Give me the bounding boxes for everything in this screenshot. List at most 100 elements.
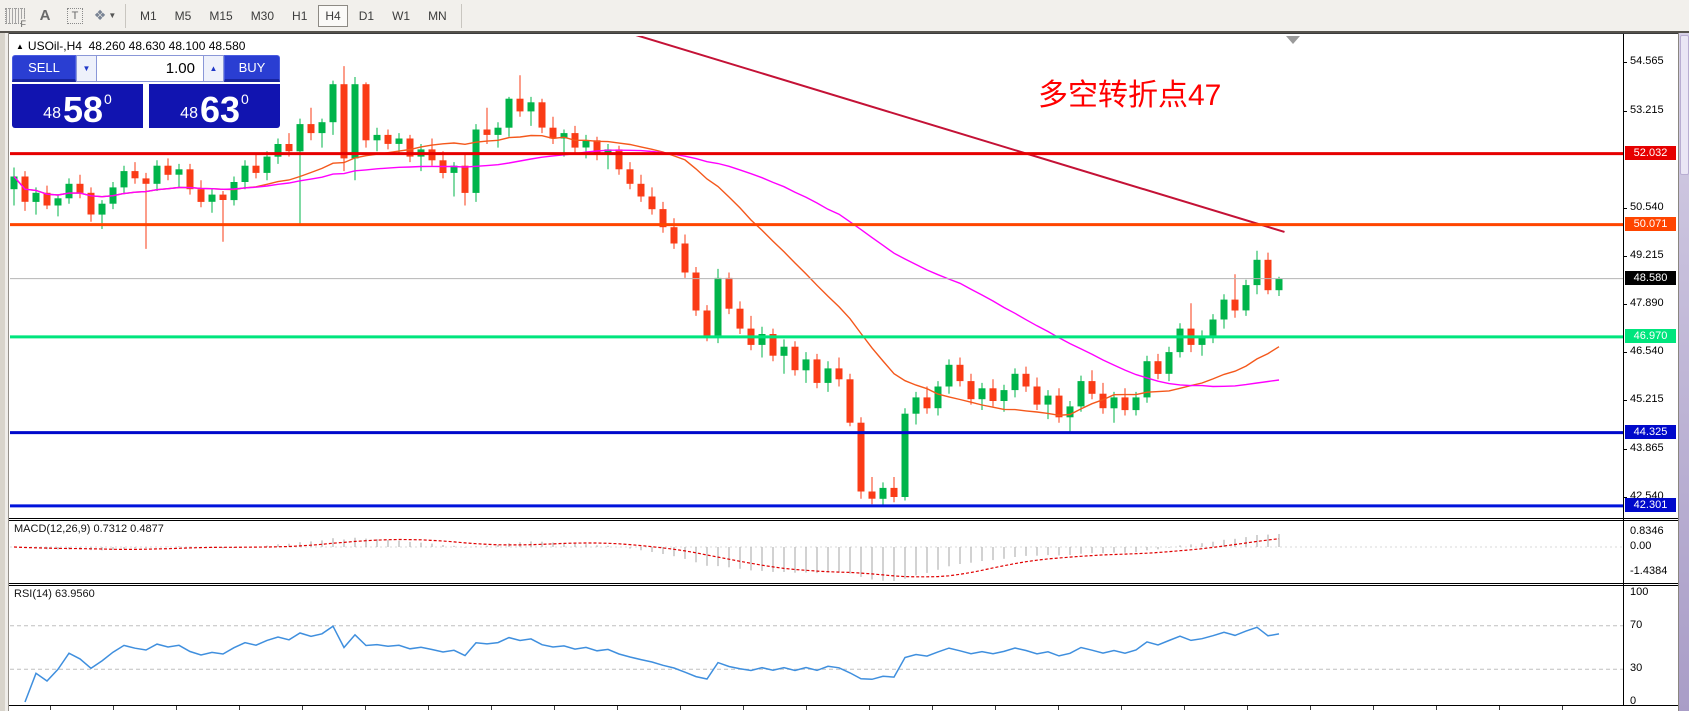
- price-axis-tick: [1623, 449, 1627, 450]
- price-axis-label: 49.215: [1630, 249, 1664, 261]
- macd-axis-label: 0.00: [1630, 540, 1652, 552]
- buy-price-display[interactable]: 48 63 0: [149, 84, 280, 128]
- vertical-scrollbar[interactable]: [1678, 33, 1689, 711]
- price-axis-label: 50.540: [1630, 201, 1664, 213]
- time-axis-tick: [50, 706, 51, 710]
- time-axis-tick: [806, 706, 807, 710]
- buy-price-big: 63: [199, 88, 241, 130]
- timeframe-button-M1[interactable]: M1: [140, 8, 157, 23]
- price-chart-pane[interactable]: [10, 36, 1623, 518]
- time-axis-tick: [1121, 706, 1122, 710]
- chart-shift-marker-icon[interactable]: [1286, 36, 1300, 44]
- price-level-badge: 44.325: [1625, 425, 1676, 439]
- price-level-badge: 48.580: [1625, 271, 1676, 285]
- time-axis-tick: [428, 706, 429, 710]
- timeframe-bar: M1 M5 M15 M30 H1 H4 D1 W1 MN: [131, 4, 456, 27]
- rsi-axis-label: 0: [1630, 695, 1637, 707]
- timeframe-button-W1[interactable]: W1: [392, 8, 411, 23]
- price-axis-tick: [1623, 256, 1627, 257]
- chart-annotation-text: 多空转折点47: [1038, 79, 1222, 112]
- time-axis-tick: [869, 706, 870, 710]
- price-level-badge: 42.301: [1625, 498, 1676, 512]
- price-level-badge: 52.032: [1625, 146, 1676, 160]
- shapes-icon[interactable]: ❖ ▼: [93, 7, 117, 23]
- time-axis-tick: [1373, 706, 1374, 710]
- time-axis-tick: [1058, 706, 1059, 710]
- price-axis-tick: [1623, 208, 1627, 209]
- volume-input[interactable]: [97, 55, 203, 82]
- time-axis-tick: [491, 706, 492, 710]
- price-axis-label: 54.565: [1630, 55, 1664, 67]
- rsi-axis-label: 100: [1630, 586, 1649, 598]
- timeframe-button-M5[interactable]: M5: [174, 8, 192, 23]
- timeframe-button-M30[interactable]: M30: [250, 8, 275, 23]
- price-axis-label: 47.890: [1630, 297, 1664, 309]
- time-axis-tick: [1184, 706, 1185, 710]
- timeframe-button-D1[interactable]: D1: [358, 8, 375, 23]
- time-axis-tick: [113, 706, 114, 710]
- symbol-title: USOil-,H4: [27, 39, 82, 53]
- rsi-label: RSI(14) 63.9560: [14, 588, 95, 600]
- price-axis-border: [1623, 34, 1624, 705]
- symbol-ohlc: 48.260 48.630 48.100 48.580: [88, 39, 246, 53]
- rsi-pane[interactable]: [10, 586, 1623, 705]
- price-axis-label: 53.215: [1630, 104, 1664, 116]
- time-axis-tick: [617, 706, 618, 710]
- window-left-border: [0, 33, 9, 711]
- time-axis-tick: [932, 706, 933, 710]
- price-axis-tick: [1623, 497, 1627, 498]
- time-axis-tick: [1562, 706, 1563, 710]
- sell-price-sup: 0: [104, 91, 112, 107]
- sell-price-big: 58: [62, 88, 104, 130]
- price-axis-tick: [1623, 62, 1627, 63]
- toolbar-separator: [125, 3, 126, 28]
- symbol-header[interactable]: ▲ USOil-,H4 48.260 48.630 48.100 48.580: [16, 39, 245, 53]
- price-axis-tick: [1623, 304, 1627, 305]
- sell-price-display[interactable]: 48 58 0: [12, 84, 143, 128]
- timeframe-button-M15[interactable]: M15: [209, 8, 233, 23]
- price-axis-tick: [1623, 400, 1627, 401]
- time-axis-tick: [743, 706, 744, 710]
- timeframe-button-H4[interactable]: H4: [318, 4, 348, 27]
- text-label-icon[interactable]: A: [39, 7, 51, 24]
- time-axis-tick: [554, 706, 555, 710]
- time-axis-tick: [1499, 706, 1500, 710]
- timeframe-button-MN[interactable]: MN: [428, 8, 447, 23]
- scrollbar-thumb[interactable]: [1680, 35, 1689, 175]
- volume-increase-button[interactable]: ▲: [203, 55, 224, 82]
- volume-decrease-button[interactable]: ▼: [76, 55, 97, 82]
- collapse-arrow-icon[interactable]: ▲: [16, 42, 24, 51]
- time-axis-tick: [365, 706, 366, 710]
- time-axis-tick: [995, 706, 996, 710]
- sell-button[interactable]: SELL: [12, 55, 76, 82]
- price-level-badge: 46.970: [1625, 329, 1676, 343]
- toolbar-separator: [460, 3, 462, 28]
- indicator-grid-icon[interactable]: F: [3, 4, 27, 29]
- time-axis-tick: [176, 706, 177, 710]
- time-axis-tick: [680, 706, 681, 710]
- time-axis-tick: [1436, 706, 1437, 710]
- pane-divider[interactable]: [9, 518, 1678, 521]
- price-level-badge: 50.071: [1625, 217, 1676, 231]
- text-box-icon[interactable]: T: [63, 4, 87, 28]
- rsi-axis-label: 30: [1630, 662, 1643, 674]
- price-axis-label: 45.215: [1630, 393, 1664, 405]
- pane-divider[interactable]: [9, 583, 1678, 586]
- time-axis-tick: [1310, 706, 1311, 710]
- macd-pane[interactable]: [10, 521, 1623, 582]
- buy-button[interactable]: BUY: [224, 55, 280, 82]
- time-axis-tick: [302, 706, 303, 710]
- toolbar: F A T ❖ ▼ M1 M5 M15 M30 H1 H4 D1 W1 MN: [0, 0, 1689, 33]
- timeframe-button-H1[interactable]: H1: [292, 8, 308, 23]
- chevron-down-icon: ▼: [108, 11, 117, 20]
- time-axis-tick: [1247, 706, 1248, 710]
- macd-axis-label: -1.4384: [1630, 565, 1668, 577]
- price-axis-label: 46.540: [1630, 345, 1664, 357]
- buy-price-small: 48: [180, 105, 198, 122]
- macd-axis-label: 0.8346: [1630, 525, 1664, 537]
- time-axis-border: [9, 705, 1678, 706]
- sell-price-small: 48: [43, 105, 61, 122]
- price-axis-tick: [1623, 352, 1627, 353]
